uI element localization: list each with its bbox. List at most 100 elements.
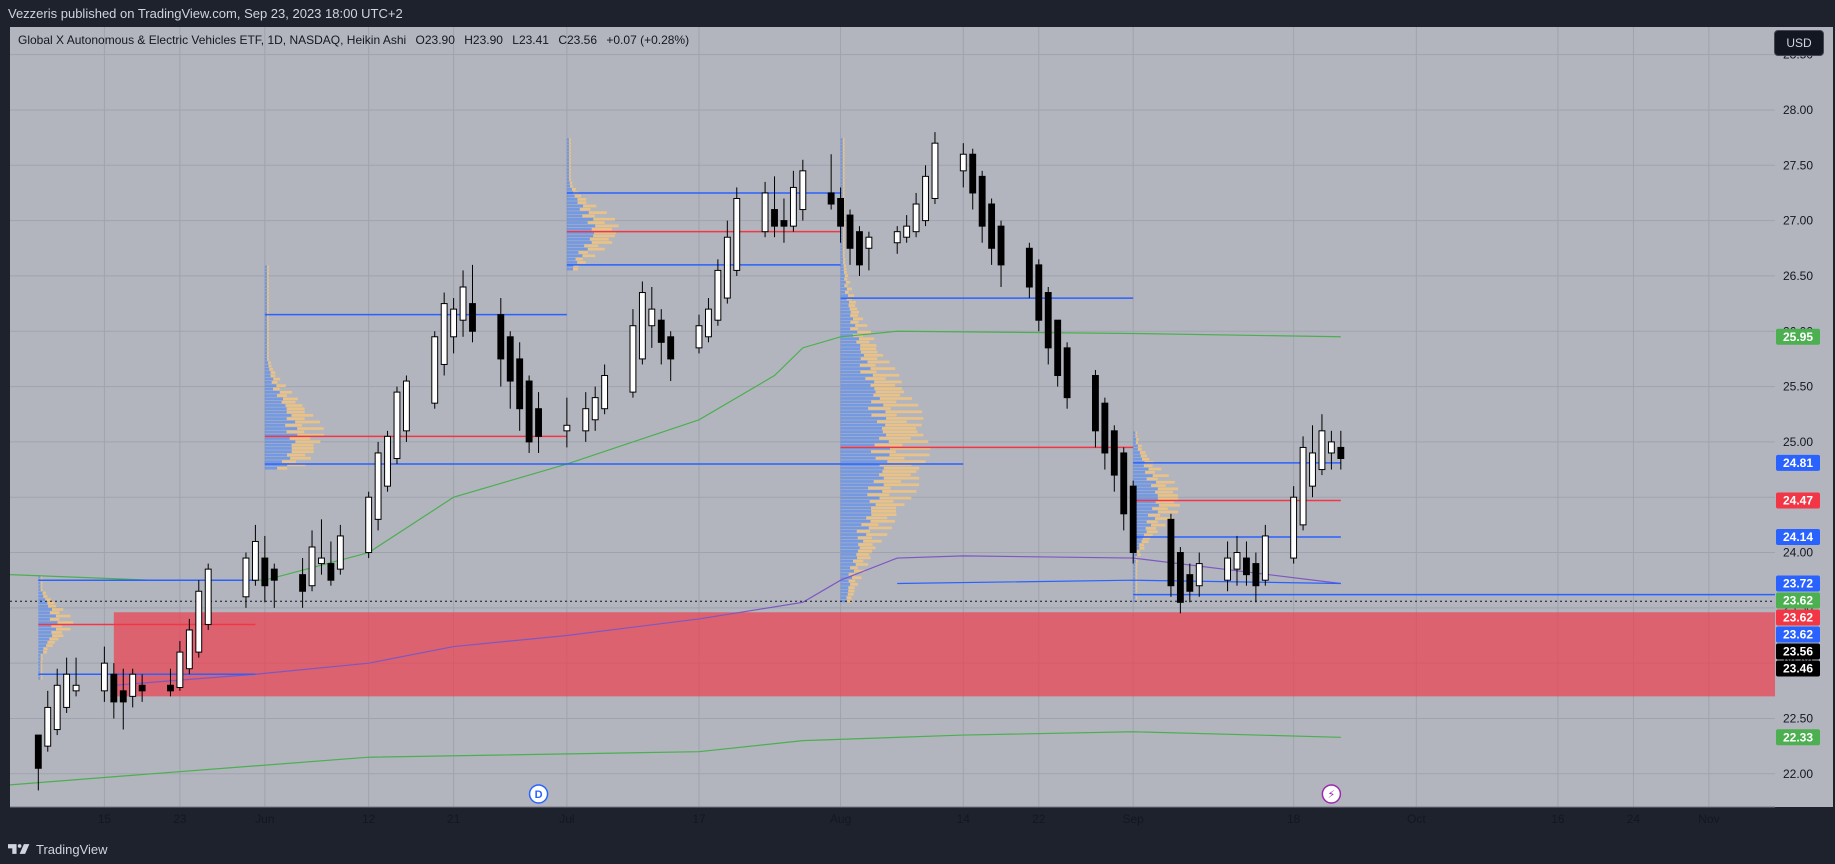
profile-bar-blue bbox=[38, 604, 49, 608]
candle-down bbox=[497, 314, 505, 360]
profile-bar-orange bbox=[873, 393, 901, 397]
profile-bar-orange bbox=[290, 456, 311, 460]
profile-bar-blue bbox=[1133, 527, 1146, 530]
profile-bar-orange bbox=[874, 380, 902, 384]
profile-bar-orange bbox=[879, 496, 912, 500]
profile-bar-blue bbox=[38, 585, 41, 588]
profile-bar-blue bbox=[840, 443, 875, 447]
price-label-text: 23.72 bbox=[1783, 577, 1813, 591]
profile-bar-orange bbox=[267, 295, 269, 298]
candle-down bbox=[34, 734, 42, 769]
profile-bar-orange bbox=[843, 264, 847, 268]
profile-bar-orange bbox=[267, 328, 269, 331]
candle-down bbox=[1120, 452, 1128, 515]
profile-bar-orange bbox=[270, 371, 276, 374]
chart-area[interactable]: 22.0022.5023.0023.5024.0024.5025.0025.50… bbox=[10, 27, 1833, 827]
profile-bar-blue bbox=[566, 188, 572, 191]
profile-bar-blue bbox=[840, 310, 851, 314]
profile-bar-blue bbox=[840, 178, 843, 181]
profile-bar-orange bbox=[593, 234, 615, 238]
profile-bar-orange bbox=[872, 373, 900, 377]
time-tick-label: Sep bbox=[1123, 812, 1145, 826]
candle-down bbox=[1054, 319, 1062, 377]
profile-bar-blue bbox=[1133, 520, 1147, 524]
profile-bar-orange bbox=[572, 267, 579, 271]
profile-bar-orange bbox=[868, 526, 892, 530]
profile-bar-orange bbox=[282, 397, 298, 401]
profile-bar-blue bbox=[566, 168, 570, 171]
profile-bar-orange bbox=[846, 596, 852, 599]
profile-bar-blue bbox=[264, 324, 268, 328]
profile-bar-orange bbox=[848, 586, 855, 590]
profile-bar-orange bbox=[863, 539, 882, 543]
profile-bar-orange bbox=[267, 354, 269, 358]
profile-bar-blue bbox=[264, 414, 292, 417]
profile-bar-blue bbox=[264, 311, 268, 315]
candle-up bbox=[242, 557, 250, 598]
profile-bar-orange bbox=[569, 178, 571, 181]
profile-bar-blue bbox=[1133, 599, 1136, 603]
currency-button[interactable]: USD bbox=[1774, 30, 1824, 56]
profile-bar-blue bbox=[1133, 589, 1136, 593]
profile-bar-blue bbox=[840, 397, 880, 400]
profile-bar-blue bbox=[1133, 487, 1158, 491]
profile-bar-orange bbox=[855, 563, 869, 566]
candle-up bbox=[374, 452, 382, 520]
tradingview-logo[interactable]: TradingView bbox=[8, 842, 108, 857]
price-scale-background[interactable] bbox=[1775, 27, 1833, 807]
profile-bar-orange bbox=[860, 344, 877, 347]
profile-bar-orange bbox=[43, 650, 47, 654]
profile-bar-orange bbox=[1135, 431, 1138, 435]
candle-up bbox=[705, 308, 712, 338]
candle-down bbox=[1129, 485, 1137, 554]
profile-bar-orange bbox=[40, 667, 43, 670]
price-tick-label: 26.50 bbox=[1783, 269, 1813, 283]
candle-up bbox=[723, 236, 731, 299]
profile-bar-blue bbox=[1133, 566, 1136, 570]
candle-up bbox=[1327, 441, 1335, 454]
profile-bar-orange bbox=[842, 154, 845, 158]
candle-up bbox=[176, 651, 184, 689]
candle-down bbox=[771, 209, 778, 227]
price-label-text: 23.62 bbox=[1783, 628, 1813, 642]
profile-bar-orange bbox=[842, 237, 845, 241]
profile-bar-blue bbox=[840, 337, 860, 341]
profile-bar-blue bbox=[264, 285, 268, 288]
profile-bar-orange bbox=[277, 466, 288, 470]
profile-bar-orange bbox=[855, 324, 868, 327]
profile-bar-blue bbox=[566, 241, 592, 244]
profile-bar-blue bbox=[38, 621, 58, 624]
profile-bar-orange bbox=[1151, 523, 1166, 527]
profile-bar-blue bbox=[566, 197, 578, 201]
profile-bar-blue bbox=[264, 410, 287, 414]
profile-bar-blue bbox=[38, 614, 56, 618]
profile-bar-blue bbox=[840, 350, 861, 354]
profile-bar-orange bbox=[1139, 546, 1145, 550]
profile-bar-orange bbox=[267, 318, 269, 321]
candle-down bbox=[1110, 430, 1118, 476]
vwap-line-blue bbox=[897, 579, 1341, 585]
profile-bar-blue bbox=[264, 288, 268, 292]
profile-bar-blue bbox=[38, 575, 41, 578]
profile-bar-blue bbox=[840, 430, 883, 434]
profile-bar-orange bbox=[584, 244, 599, 248]
profile-bar-orange bbox=[879, 397, 913, 400]
profile-bar-blue bbox=[264, 334, 268, 338]
candle-up bbox=[129, 673, 137, 697]
profile-bar-orange bbox=[40, 663, 43, 667]
chart-svg[interactable]: 22.0022.5023.0023.5024.0024.5025.0025.50… bbox=[10, 27, 1833, 827]
candle-up bbox=[450, 308, 458, 338]
profile-bar-orange bbox=[885, 410, 923, 414]
profile-bar-orange bbox=[588, 211, 607, 214]
profile-bar-blue bbox=[566, 178, 570, 181]
profile-bar-blue bbox=[38, 634, 53, 638]
profile-bar-blue bbox=[264, 341, 268, 345]
profile-bar-blue bbox=[840, 290, 846, 294]
profile-bar-orange bbox=[267, 305, 269, 308]
dividend-marker bbox=[528, 784, 549, 804]
profile-bar-blue bbox=[840, 264, 844, 268]
profile-bar-blue bbox=[566, 247, 588, 251]
profile-bar-blue bbox=[1133, 596, 1136, 600]
profile-bar-orange bbox=[267, 321, 269, 325]
profile-bar-blue bbox=[840, 417, 887, 420]
